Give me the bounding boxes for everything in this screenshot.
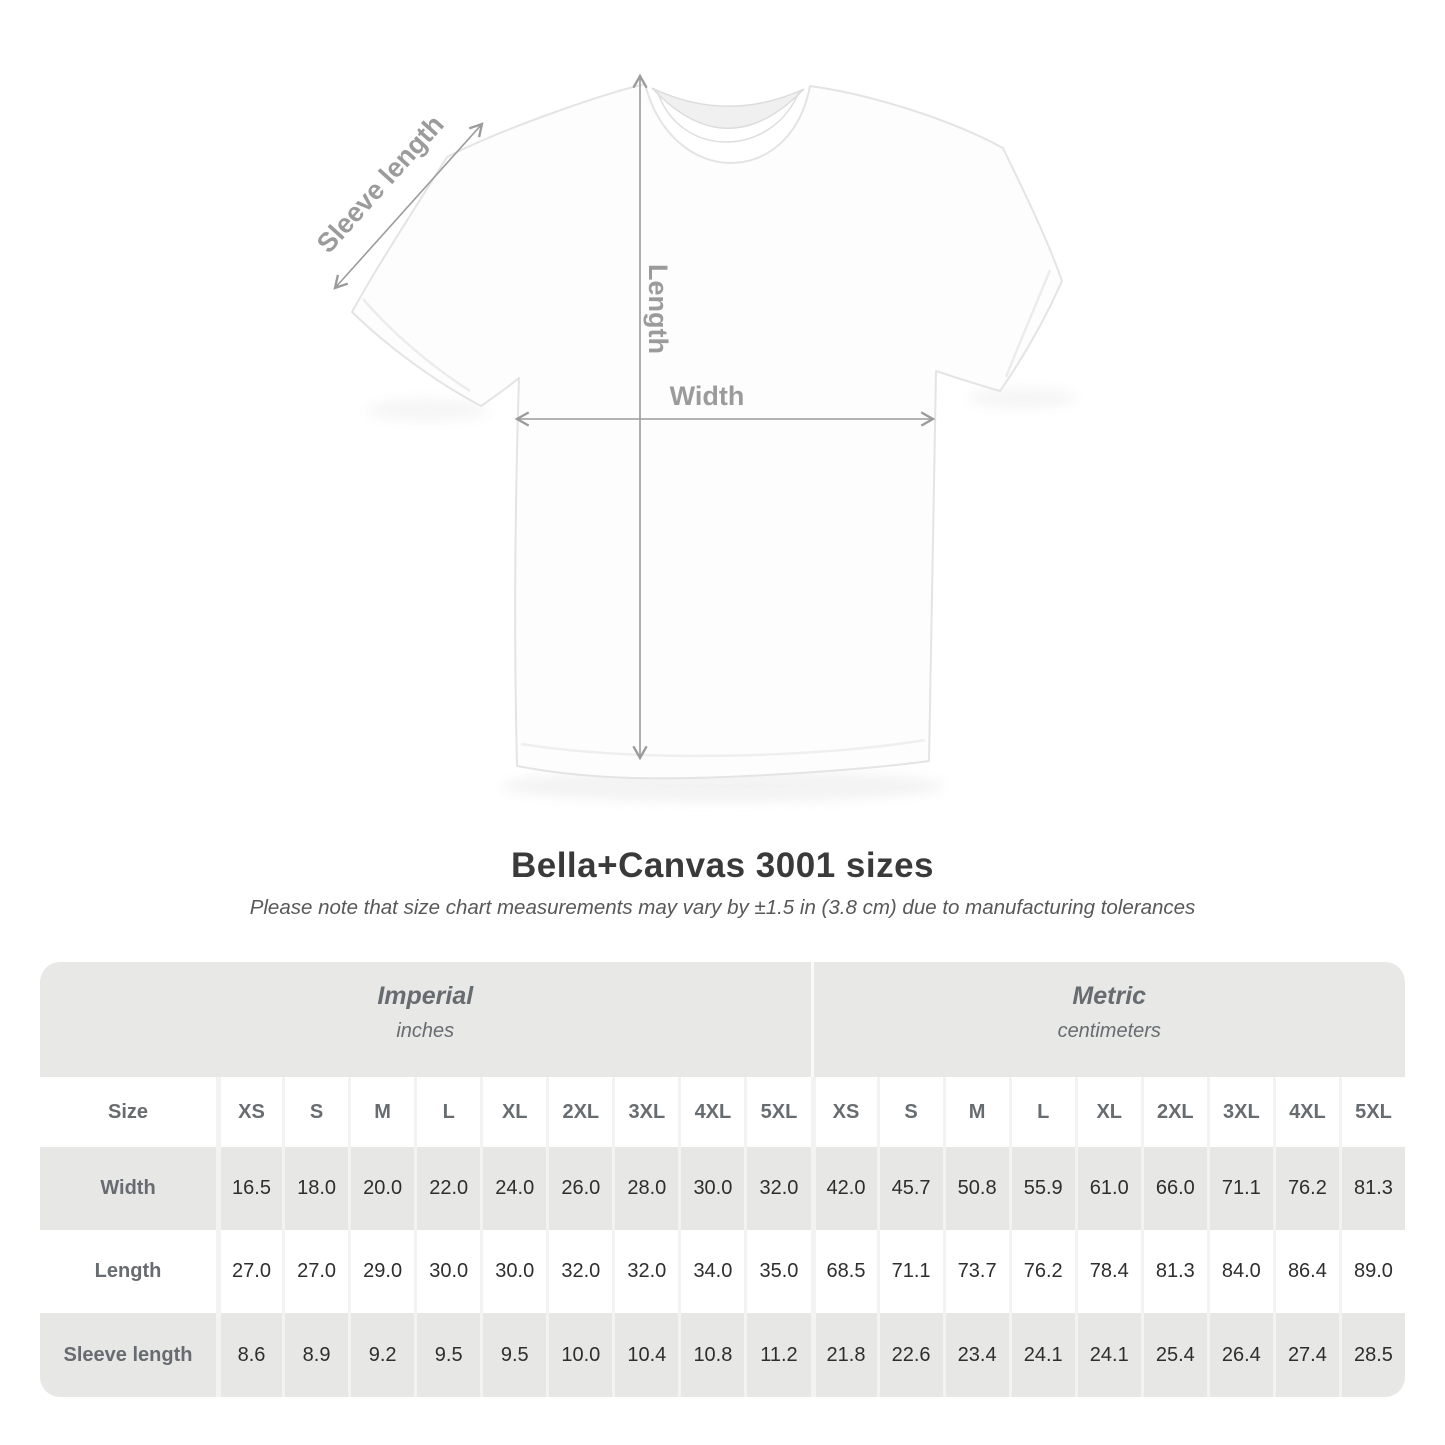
value-cell: 71.1 [1206, 1147, 1273, 1230]
value-cell: 10.4 [612, 1313, 679, 1397]
tolerance-note: Please note that size chart measurements… [249, 896, 1196, 919]
column-header-2xl: 2XL [546, 1077, 612, 1147]
value-cell: 66.0 [1140, 1147, 1207, 1230]
value-cell: 9.5 [414, 1313, 481, 1397]
column-header-3xl: 3XL [612, 1077, 678, 1147]
value-cell: 61.0 [1074, 1147, 1141, 1230]
value-cell: 28.0 [612, 1147, 679, 1230]
value-cell: 10.8 [678, 1313, 745, 1397]
value-cell: 22.6 [876, 1313, 943, 1397]
value-cell: 8.6 [216, 1313, 283, 1397]
value-cell: 55.9 [1008, 1147, 1075, 1230]
value-cell: 26.0 [546, 1147, 613, 1230]
tshirt-illustration [351, 83, 1063, 780]
column-header-5xl: 5XL [1338, 1077, 1405, 1147]
column-header-s: S [876, 1077, 943, 1147]
value-cell: 86.4 [1272, 1230, 1339, 1313]
value-cell: 18.0 [282, 1147, 349, 1230]
measurement-annotations [333, 73, 936, 761]
size-table: Imperial inches Metric centimeters Size X… [40, 962, 1405, 1397]
metric-label: Metric [1072, 982, 1147, 1010]
value-cell: 34.0 [678, 1230, 744, 1313]
imperial-unit: inches [396, 1020, 455, 1042]
value-cell: 25.4 [1140, 1313, 1207, 1397]
value-cell: 27.4 [1272, 1313, 1339, 1397]
value-cell: 89.0 [1338, 1230, 1405, 1313]
imperial-label: Imperial [377, 982, 474, 1010]
row-header: Sleeve length [40, 1313, 216, 1397]
sleeve-length-arrow [333, 122, 484, 290]
value-cell: 32.0 [546, 1230, 612, 1313]
column-header-2xl: 2XL [1140, 1077, 1207, 1147]
value-cell: 35.0 [744, 1230, 810, 1313]
column-header-xs: XS [810, 1077, 877, 1147]
value-cell: 8.9 [282, 1313, 349, 1397]
value-cell: 30.0 [414, 1230, 480, 1313]
value-cell: 32.0 [612, 1230, 678, 1313]
value-cell: 21.8 [810, 1313, 877, 1397]
column-header-s: S [282, 1077, 348, 1147]
value-cell: 9.5 [480, 1313, 547, 1397]
value-cell: 23.4 [942, 1313, 1009, 1397]
value-cell: 22.0 [414, 1147, 481, 1230]
value-cell: 30.0 [678, 1147, 745, 1230]
value-cell: 32.0 [744, 1147, 811, 1230]
value-cell: 16.5 [216, 1147, 283, 1230]
column-header-l: L [1008, 1077, 1075, 1147]
column-header-3xl: 3XL [1206, 1077, 1273, 1147]
value-cell: 24.1 [1074, 1313, 1141, 1397]
value-cell: 42.0 [810, 1147, 877, 1230]
value-cell: 27.0 [282, 1230, 348, 1313]
column-header-xs: XS [216, 1077, 282, 1147]
value-cell: 24.1 [1008, 1313, 1075, 1397]
value-cell: 68.5 [810, 1230, 877, 1313]
length-label: Length [643, 264, 673, 354]
size-column-header: Size [107, 1100, 149, 1123]
column-header-l: L [414, 1077, 480, 1147]
column-header-5xl: 5XL [744, 1077, 810, 1147]
value-cell: 81.3 [1140, 1230, 1207, 1313]
value-cell: 76.2 [1272, 1147, 1339, 1230]
row-header: Length [94, 1260, 162, 1282]
value-cell: 81.3 [1338, 1147, 1405, 1230]
value-cell: 9.2 [348, 1313, 415, 1397]
column-header-4xl: 4XL [678, 1077, 744, 1147]
imperial-unit-group: Imperial inches [40, 962, 811, 1077]
page-title: Bella+Canvas 3001 sizes [510, 846, 935, 885]
value-cell: 45.7 [876, 1147, 943, 1230]
column-header-xl: XL [480, 1077, 546, 1147]
value-cell: 11.2 [744, 1313, 811, 1397]
width-label: Width [670, 381, 745, 411]
column-header-m: M [348, 1077, 414, 1147]
column-header-4xl: 4XL [1272, 1077, 1339, 1147]
shirt-measurement-diagram: Sleeve length Length Width [311, 73, 1077, 802]
value-cell: 28.5 [1338, 1313, 1405, 1397]
value-cell: 29.0 [348, 1230, 414, 1313]
value-cell: 78.4 [1074, 1230, 1141, 1313]
value-cell: 27.0 [216, 1230, 282, 1313]
value-cell: 26.4 [1206, 1313, 1273, 1397]
value-cell: 71.1 [876, 1230, 943, 1313]
tshirt-graphic: Sleeve length Length Width [311, 73, 1077, 802]
metric-unit-group: Metric centimeters [810, 962, 1405, 1077]
value-cell: 24.0 [480, 1147, 547, 1230]
metric-unit: centimeters [1057, 1020, 1161, 1042]
column-header-m: M [942, 1077, 1009, 1147]
value-cell: 20.0 [348, 1147, 415, 1230]
value-cell: 84.0 [1206, 1230, 1273, 1313]
value-cell: 50.8 [942, 1147, 1009, 1230]
value-cell: 30.0 [480, 1230, 546, 1313]
value-cell: 76.2 [1008, 1230, 1075, 1313]
collar-opening [651, 87, 805, 129]
row-header: Width [40, 1147, 216, 1230]
value-cell: 10.0 [546, 1313, 613, 1397]
column-header-xl: XL [1074, 1077, 1141, 1147]
value-cell: 73.7 [942, 1230, 1009, 1313]
